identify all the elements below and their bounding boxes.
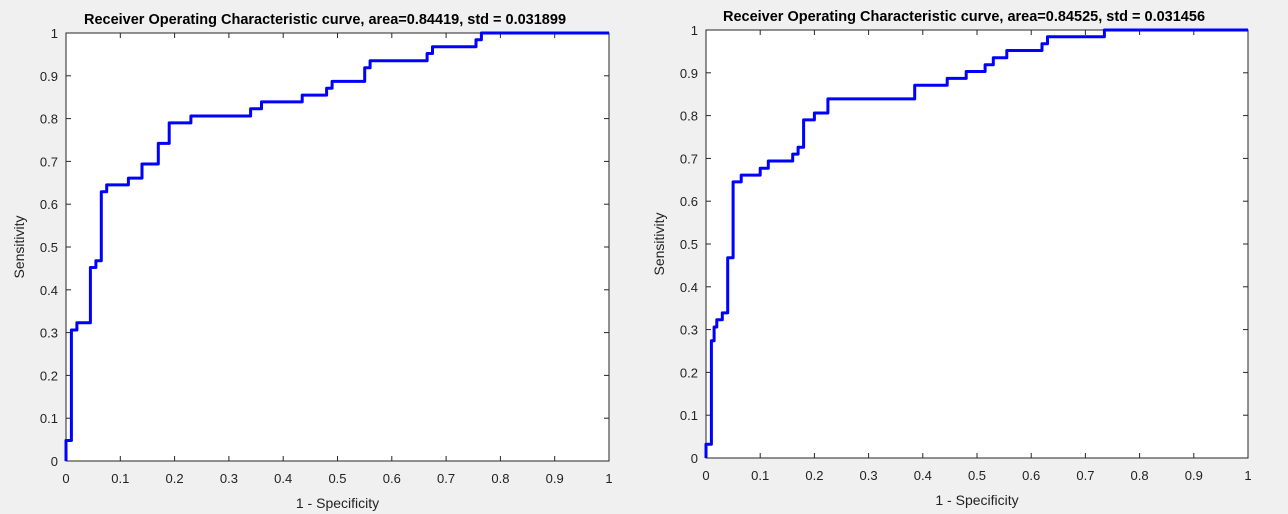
y-tick-label: 0.7 <box>40 154 58 169</box>
plot-area <box>66 33 609 461</box>
chart-title: Receiver Operating Characteristic curve,… <box>723 9 1205 25</box>
x-tick-label: 0.7 <box>437 471 455 486</box>
x-tick-label: 0.9 <box>546 471 564 486</box>
x-tick-label: 0.1 <box>751 468 769 483</box>
x-tick-label: 0.5 <box>328 471 346 486</box>
x-tick-label: 0 <box>702 468 709 483</box>
x-tick-label: 0.4 <box>914 468 932 483</box>
y-tick-label: 0.8 <box>680 109 698 124</box>
x-tick-label: 0.2 <box>805 468 823 483</box>
roc-curve-line <box>64 31 609 461</box>
y-tick-label: 0.4 <box>40 283 58 298</box>
y-tick-label: 0.2 <box>680 365 698 380</box>
y-tick-label: 0.6 <box>40 197 58 212</box>
roc-chart-right-svg: Receiver Operating Characteristic curve,… <box>651 9 1252 508</box>
x-tick-label: 0.8 <box>491 471 509 486</box>
y-tick-label: 0.9 <box>40 69 58 84</box>
x-tick-label: 0.9 <box>1185 468 1203 483</box>
y-tick-label: 0.5 <box>680 237 698 252</box>
y-tick-label: 0.3 <box>40 326 58 341</box>
y-tick-label: 1 <box>51 26 58 41</box>
roc-chart-right: Receiver Operating Characteristic curve,… <box>644 0 1288 514</box>
y-tick-label: 0.6 <box>680 194 698 209</box>
x-tick-label: 1 <box>1244 468 1251 483</box>
chart-title: Receiver Operating Characteristic curve,… <box>84 12 566 28</box>
y-tick-label: 1 <box>691 23 698 38</box>
y-tick-label: 0.7 <box>680 151 698 166</box>
x-tick-label: 0 <box>62 471 69 486</box>
y-tick-label: 0.9 <box>680 66 698 81</box>
x-tick-label: 0.7 <box>1076 468 1094 483</box>
y-tick-label: 0 <box>691 451 698 466</box>
y-axis-label: Sensitivity <box>11 215 27 278</box>
y-tick-label: 0.1 <box>40 411 58 426</box>
axes-box <box>65 32 610 462</box>
x-tick-label: 0.6 <box>383 471 401 486</box>
x-tick-label: 0.1 <box>111 471 129 486</box>
x-tick-label: 1 <box>605 471 612 486</box>
x-tick-label: 0.3 <box>860 468 878 483</box>
roc-chart-left: Receiver Operating Characteristic curve,… <box>11 12 613 511</box>
x-tick-label: 0.3 <box>220 471 238 486</box>
x-tick-label: 0.5 <box>968 468 986 483</box>
x-tick-label: 0.2 <box>166 471 184 486</box>
plot-area <box>706 30 1248 458</box>
y-tick-label: 0.2 <box>40 368 58 383</box>
axes-box <box>705 29 1249 459</box>
y-tick-label: 0.4 <box>680 280 698 295</box>
y-tick-label: 0.3 <box>680 323 698 338</box>
x-tick-label: 0.8 <box>1131 468 1149 483</box>
x-tick-label: 0.4 <box>274 471 292 486</box>
x-tick-label: 0.6 <box>1022 468 1040 483</box>
roc-curve-line <box>704 28 1248 458</box>
roc-chart-left-svg: Receiver Operating Characteristic curve,… <box>11 12 613 511</box>
y-tick-label: 0.8 <box>40 112 58 127</box>
y-tick-label: 0.1 <box>680 408 698 423</box>
x-axis-label: 1 - Specificity <box>296 495 379 511</box>
y-axis-label: Sensitivity <box>651 212 667 275</box>
y-tick-label: 0.5 <box>40 240 58 255</box>
y-tick-label: 0 <box>51 454 58 469</box>
x-axis-label: 1 - Specificity <box>935 492 1018 508</box>
